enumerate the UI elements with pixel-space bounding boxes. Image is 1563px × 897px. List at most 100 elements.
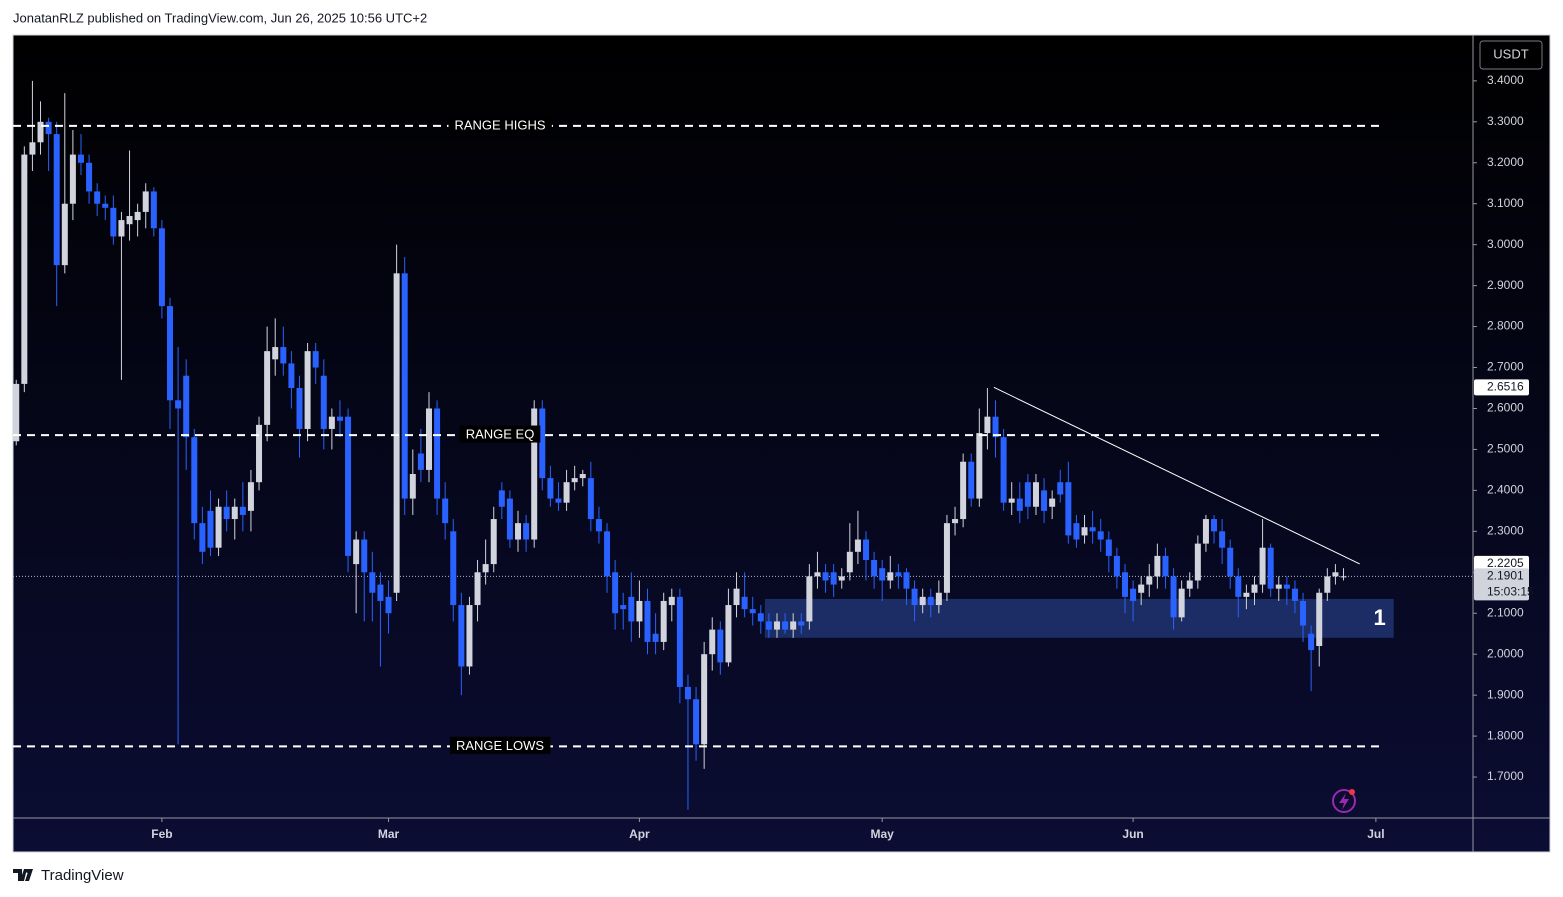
candle-body <box>442 498 449 524</box>
candle-body <box>660 600 667 642</box>
candle-body <box>709 629 716 655</box>
candle-body <box>773 621 780 630</box>
candle-body <box>69 154 76 204</box>
candle-body <box>652 633 659 642</box>
candle-body <box>183 375 190 438</box>
candle-body <box>199 523 206 552</box>
x-tick-label: Apr <box>629 827 650 841</box>
candle-body <box>919 596 926 606</box>
candle-body <box>1275 584 1282 589</box>
candle-body <box>247 482 254 511</box>
candle-body <box>1340 576 1347 578</box>
candle-body <box>312 351 319 368</box>
candle-body <box>757 613 764 622</box>
candle-body <box>547 478 554 499</box>
candle-body <box>879 568 886 581</box>
candle-body <box>320 375 327 429</box>
candle-body <box>968 461 975 499</box>
candle-body <box>53 134 60 266</box>
level-label-background <box>448 116 552 134</box>
candle-body <box>1300 600 1307 626</box>
candle-body <box>1211 519 1218 532</box>
candle-body <box>814 572 821 577</box>
y-tick-label: 3.2000 <box>1487 155 1524 169</box>
candle-body <box>304 351 311 429</box>
candle-body <box>336 416 343 421</box>
x-tick-label: Jul <box>1367 827 1384 841</box>
level-label-background <box>449 736 551 754</box>
candle-body <box>846 551 853 573</box>
candle-body <box>943 523 950 593</box>
candle-body <box>466 605 473 667</box>
candle-body <box>450 531 457 606</box>
candle-body <box>952 519 959 524</box>
brand-logo <box>13 869 33 881</box>
candle-body <box>725 605 732 663</box>
candle-body <box>417 453 424 470</box>
price-badge-label: 2.2205 <box>1487 556 1524 570</box>
candle-body <box>1235 576 1242 597</box>
candle-body <box>895 572 902 577</box>
candle-body <box>838 576 845 581</box>
candle-body <box>604 531 611 577</box>
candle-body <box>863 539 870 561</box>
candle-body <box>231 506 238 520</box>
alert-icon[interactable] <box>1332 789 1356 813</box>
candle-body <box>903 572 910 589</box>
candle-body <box>887 572 894 581</box>
y-tick-label: 2.3000 <box>1487 524 1524 538</box>
trendline <box>993 386 1360 565</box>
candle-body <box>612 572 619 614</box>
candle-body <box>1097 531 1104 540</box>
candle-body <box>272 347 279 360</box>
candle-body <box>587 478 594 520</box>
candle-body <box>158 228 165 307</box>
candle-body <box>563 482 570 503</box>
brand-name: TradingView <box>41 867 124 884</box>
chart-background <box>12 34 1551 853</box>
candle-body <box>515 523 522 540</box>
candle-body <box>1162 555 1169 577</box>
candle-body <box>369 572 376 593</box>
candle-body <box>142 191 149 212</box>
y-tick-label: 1.7000 <box>1487 769 1524 783</box>
candle-body <box>134 211 141 221</box>
candle-body <box>353 539 360 565</box>
candle-body <box>490 519 497 565</box>
candle-body <box>1332 572 1339 577</box>
candle-body <box>361 539 368 573</box>
candle-body <box>126 216 133 225</box>
candle-body <box>61 203 68 266</box>
candle-body <box>539 408 546 479</box>
candle-body <box>280 347 287 364</box>
candle-body <box>296 388 303 429</box>
candle-body <box>595 519 602 532</box>
y-tick-label: 2.0000 <box>1487 646 1524 660</box>
y-tick-label: 2.7000 <box>1487 360 1524 374</box>
candle-body <box>1113 555 1120 577</box>
candle-body <box>1251 584 1258 593</box>
y-tick-label: 2.4000 <box>1487 483 1524 497</box>
candle-body <box>110 207 117 237</box>
candle-body <box>1259 547 1266 585</box>
candle-body <box>1219 531 1226 548</box>
currency-badge[interactable] <box>1479 40 1543 70</box>
candle-body <box>77 154 84 163</box>
candle-body <box>1283 584 1290 589</box>
candle-body <box>523 523 530 540</box>
y-tick-label: 2.5000 <box>1487 442 1524 456</box>
candle-body <box>191 437 198 524</box>
candle-body <box>377 584 384 601</box>
candle-body <box>118 220 125 237</box>
candle-body <box>1138 584 1145 593</box>
candle-body <box>1016 498 1023 511</box>
candle-body <box>1073 523 1080 540</box>
candle-body <box>425 408 432 470</box>
candle-body <box>345 416 352 556</box>
candle-body <box>1243 592 1250 597</box>
price-badge <box>1474 555 1529 572</box>
candle-body <box>854 539 861 552</box>
candle-body <box>1121 572 1128 597</box>
